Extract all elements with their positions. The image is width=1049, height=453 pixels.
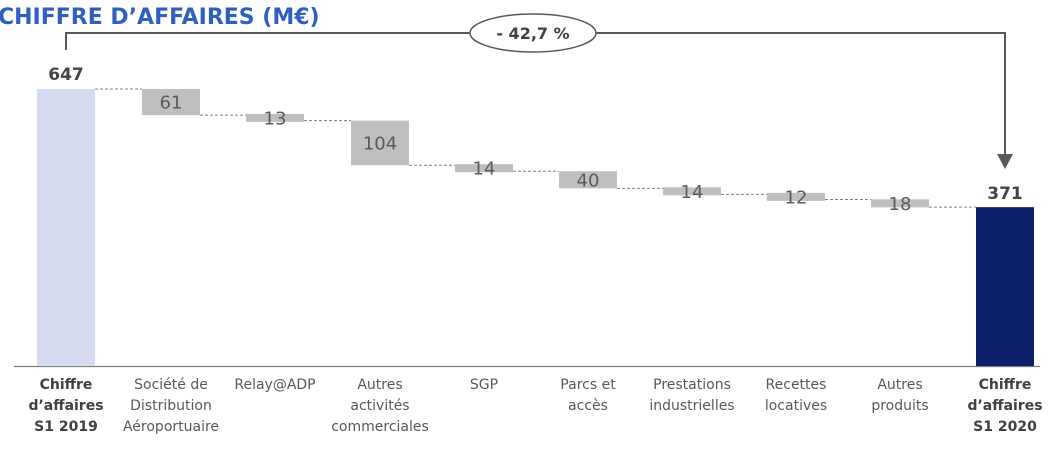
category-label: Prestations industrielles bbox=[649, 377, 734, 414]
category-label-start: Chiffre d’affaires S1 2019 bbox=[28, 377, 103, 435]
category-label: Société de Distribution Aéroportuaire bbox=[123, 377, 219, 435]
value-label-step: 18 bbox=[889, 194, 912, 215]
category-label: Autres activités commerciales bbox=[331, 377, 429, 435]
value-label-step: 40 bbox=[577, 170, 600, 191]
category-label: Autres produits bbox=[871, 377, 928, 414]
category-label: Recettes locatives bbox=[765, 377, 827, 414]
bar-step bbox=[246, 113, 304, 122]
bar-step bbox=[871, 199, 929, 208]
bar-step bbox=[559, 171, 617, 189]
category-label-end: Chiffre d’affaires S1 2020 bbox=[967, 377, 1042, 435]
value-label-step: 104 bbox=[363, 133, 397, 154]
category-label: Parcs et accès bbox=[560, 377, 616, 414]
value-label-step: 12 bbox=[785, 187, 808, 208]
bar-step bbox=[351, 120, 409, 166]
value-label-start: 647 bbox=[48, 65, 84, 85]
value-label-step: 61 bbox=[160, 93, 183, 114]
value-label-step: 14 bbox=[473, 159, 496, 180]
bar-step bbox=[142, 89, 200, 116]
bar-end bbox=[976, 207, 1034, 366]
arrow-head-icon bbox=[997, 154, 1013, 169]
change-badge bbox=[469, 13, 597, 53]
value-label-step: 13 bbox=[264, 108, 287, 129]
chart-title: CHIFFRE D’AFFAIRES (M€) bbox=[0, 5, 320, 30]
category-label: SGP bbox=[470, 377, 498, 393]
category-label: Relay@ADP bbox=[234, 377, 315, 393]
bar-start bbox=[37, 89, 95, 366]
chart-marks: 647 61 13 104 14 40 14 12 18 371 - 42,7 % Chiffre d’… bbox=[14, 13, 1043, 435]
bar-step bbox=[767, 192, 825, 201]
change-badge-label: - 42,7 % bbox=[496, 24, 569, 43]
bar-step bbox=[455, 164, 513, 173]
bar-step bbox=[663, 187, 721, 196]
value-label-end: 371 bbox=[987, 184, 1023, 204]
value-label-step: 14 bbox=[681, 182, 704, 203]
